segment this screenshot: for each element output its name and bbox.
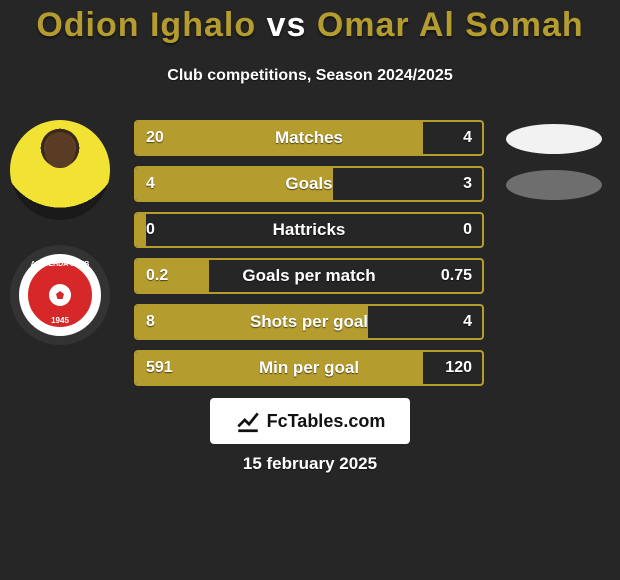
stat-right-value: 120 [445, 352, 472, 384]
right-ellipses [506, 124, 602, 216]
player1-photo [10, 120, 110, 220]
stat-right-value: 0.75 [441, 260, 472, 292]
player1-avatar [10, 120, 110, 220]
title-player2: Omar Al Somah [317, 6, 584, 44]
stat-label: Shots per goal [136, 306, 482, 338]
stat-row: 4Goals3 [134, 166, 484, 202]
club-logo-name: AL WEHDA CLUB [28, 261, 92, 268]
stat-label: Hattricks [136, 214, 482, 246]
subtitle: Club competitions, Season 2024/2025 [0, 67, 620, 85]
stat-row: 0.2Goals per match0.75 [134, 258, 484, 294]
stat-label: Goals per match [136, 260, 482, 292]
stat-row: 8Shots per goal4 [134, 304, 484, 340]
player2-club-logo: AL WEHDA CLUB 1945 [10, 245, 110, 345]
stat-label: Matches [136, 122, 482, 154]
stat-row: 591Min per goal120 [134, 350, 484, 386]
date: 15 february 2025 [0, 454, 620, 474]
stat-label: Goals [136, 168, 482, 200]
page-title: Odion Ighalo vs Omar Al Somah [0, 0, 620, 45]
ball-icon [49, 284, 71, 306]
ellipse-white [506, 124, 602, 154]
club-logo-year: 1945 [28, 316, 92, 325]
club-logo: AL WEHDA CLUB 1945 [19, 254, 101, 336]
title-player1: Odion Ighalo [36, 6, 256, 44]
avatars-column: AL WEHDA CLUB 1945 [10, 120, 120, 370]
site-name: FcTables.com [267, 411, 386, 432]
stat-right-value: 4 [463, 122, 472, 154]
title-vs: vs [267, 6, 307, 44]
stat-right-value: 0 [463, 214, 472, 246]
site-badge[interactable]: FcTables.com [210, 398, 410, 444]
stat-row: 0Hattricks0 [134, 212, 484, 248]
chart-icon [235, 408, 261, 434]
stat-right-value: 4 [463, 306, 472, 338]
stat-row: 20Matches4 [134, 120, 484, 156]
stat-label: Min per goal [136, 352, 482, 384]
stats-table: 20Matches44Goals30Hattricks00.2Goals per… [134, 120, 484, 396]
stat-right-value: 3 [463, 168, 472, 200]
ellipse-grey [506, 170, 602, 200]
